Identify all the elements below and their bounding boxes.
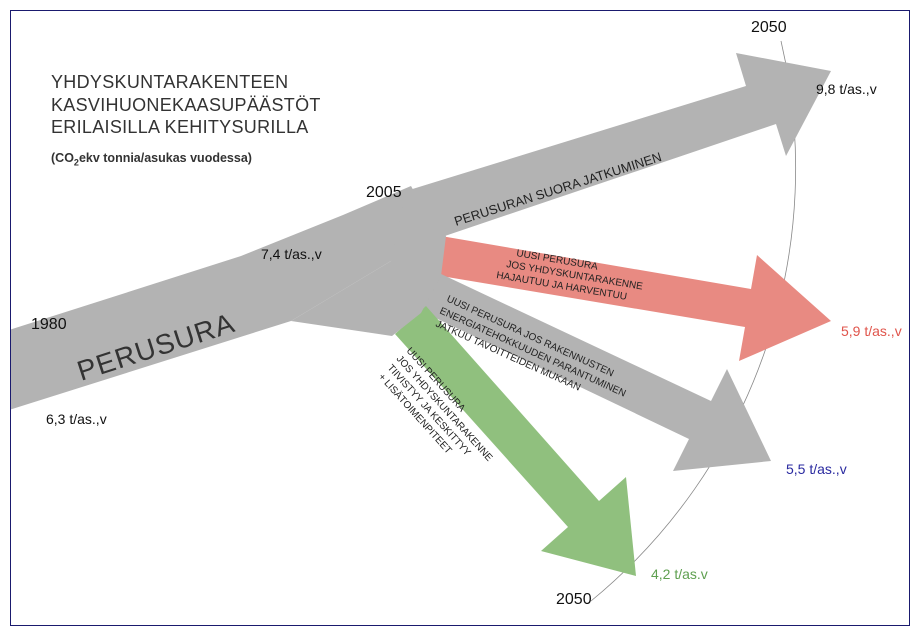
title-line3: ERILAISILLA KEHITYSURILLA (51, 117, 309, 137)
value-2005: 7,4 t/as.,v (261, 246, 322, 262)
value-green: 4,2 t/as.v (651, 566, 708, 582)
diagram-title: YHDYSKUNTARAKENTEEN KASVIHUONEKAASUPÄÄST… (51, 71, 321, 139)
year-2005: 2005 (366, 184, 402, 202)
year-2050-top: 2050 (751, 19, 787, 37)
value-1980: 6,3 t/as.,v (46, 411, 107, 427)
value-blue: 5,5 t/as.,v (786, 461, 847, 477)
diagram-subtitle: (CO2ekv tonnia/asukas vuodessa) (51, 151, 252, 168)
title-line1: YHDYSKUNTARAKENTEEN (51, 72, 288, 92)
diagram-frame: PERUSURA PERUSURAN SUORA JATKUMINEN UUSI… (10, 10, 910, 626)
value-red: 5,9 t/as.,v (841, 323, 902, 339)
year-2050-bottom: 2050 (556, 591, 592, 609)
subtitle-post: ekv tonnia/asukas vuodessa) (79, 151, 252, 165)
value-top: 9,8 t/as.,v (816, 81, 877, 97)
subtitle-pre: (CO (51, 151, 74, 165)
year-1980: 1980 (31, 316, 67, 334)
title-line2: KASVIHUONEKAASUPÄÄSTÖT (51, 95, 321, 115)
